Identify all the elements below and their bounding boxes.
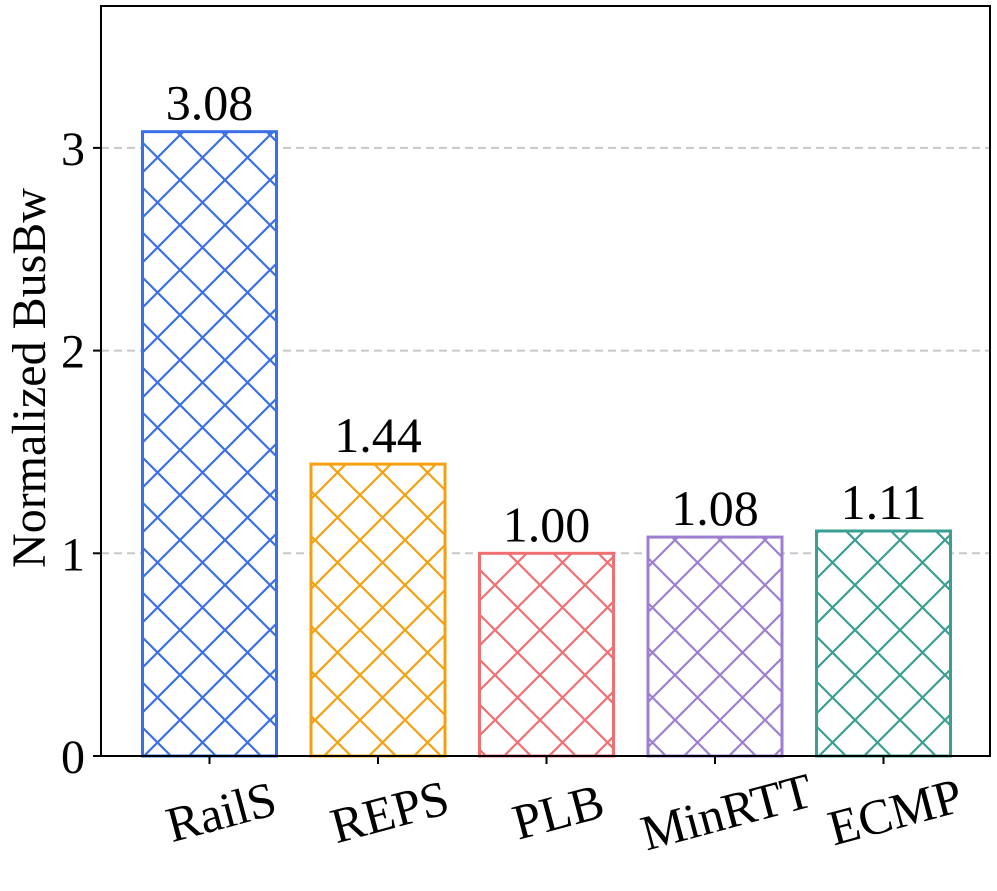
y-tick-label-1: 1 [61, 528, 85, 581]
value-label-minrtt: 1.08 [671, 480, 759, 536]
plot-frame [100, 5, 991, 757]
bar-plb [478, 551, 615, 758]
x-tick-label-minrtt: MinRTT [635, 762, 818, 861]
x-tick-label-rails: RailS [160, 770, 282, 853]
bar-ecmp [815, 529, 952, 758]
y-tick-label-0: 0 [61, 731, 85, 784]
bars [141, 130, 952, 758]
bar-rails [141, 130, 278, 758]
value-label-plb: 1.00 [503, 496, 591, 552]
bar-reps [309, 462, 447, 758]
y-tick-label-3: 3 [61, 123, 85, 176]
x-tick-labels: RailS REPS PLB MinRTT ECMP [160, 762, 968, 861]
y-axis-title: Normalized BusBw [3, 188, 56, 568]
value-label-reps: 1.44 [334, 407, 422, 463]
value-labels: 3.08 1.44 1.00 1.08 1.11 [166, 75, 927, 553]
y-tick-label-2: 2 [61, 326, 85, 379]
x-tick-label-plb: PLB [507, 773, 610, 851]
x-tick-label-ecmp: ECMP [822, 767, 968, 856]
bar-minrtt [646, 535, 784, 758]
value-label-ecmp: 1.11 [841, 474, 927, 530]
x-tick-label-reps: REPS [325, 769, 455, 854]
y-ticks: 0 1 2 3 [61, 123, 101, 784]
value-label-rails: 3.08 [166, 75, 254, 131]
axes [100, 5, 991, 764]
